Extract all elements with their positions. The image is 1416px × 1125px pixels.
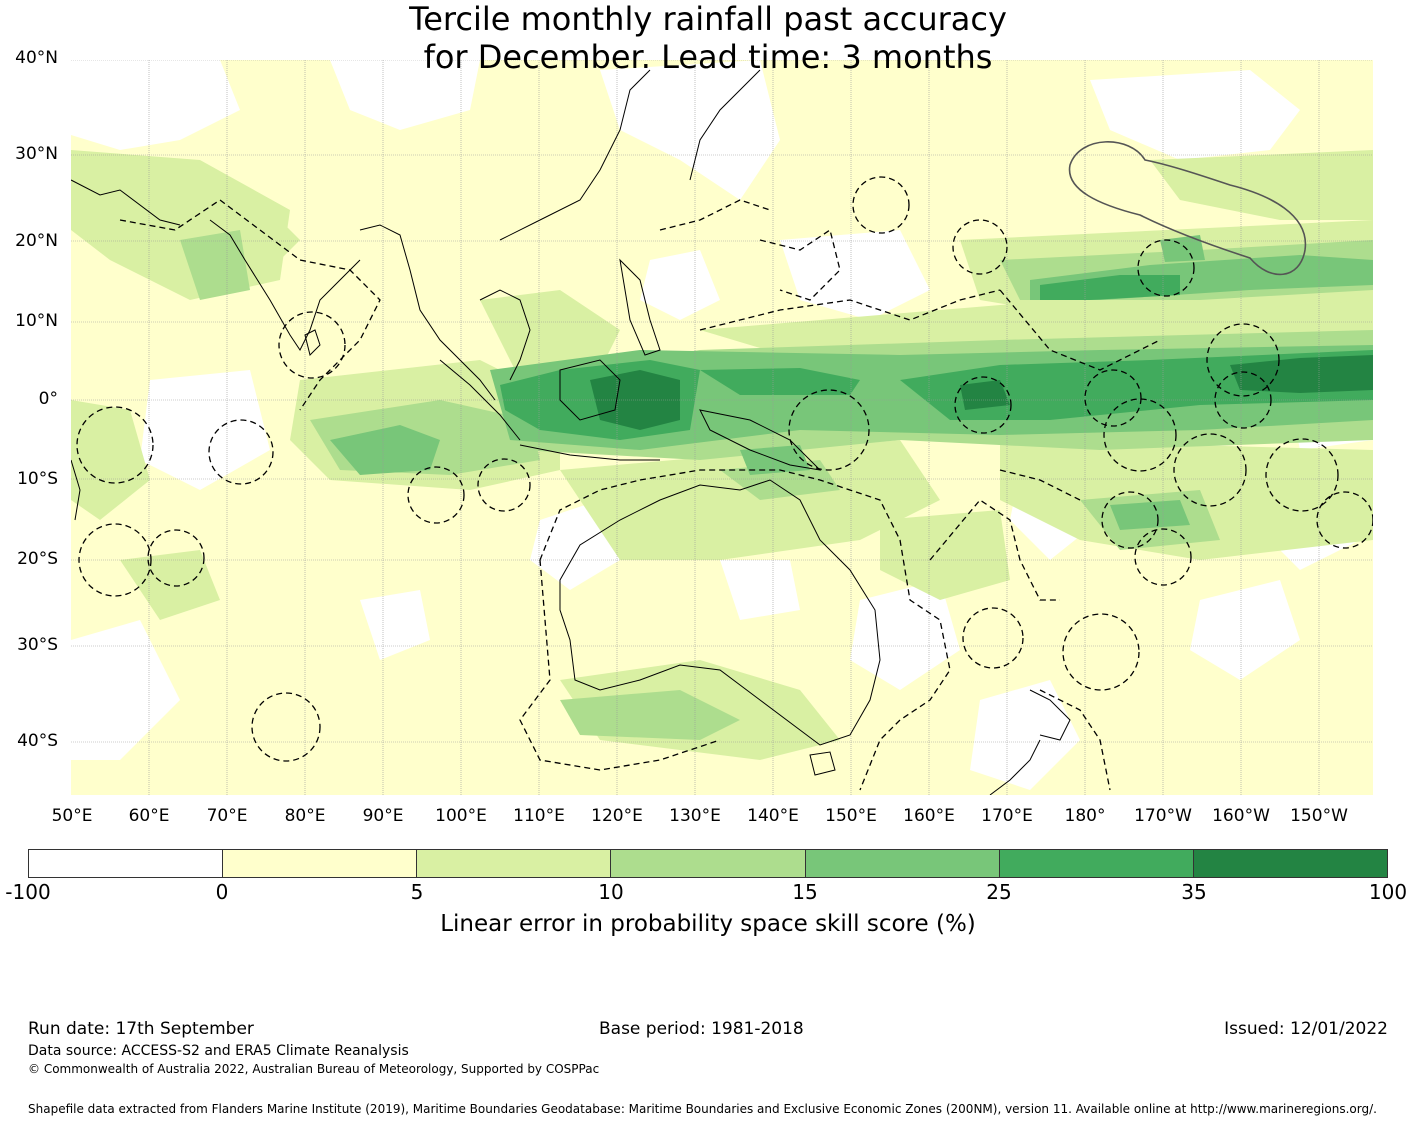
coast-arabia	[71, 179, 181, 226]
colorbar-segment	[29, 850, 224, 877]
lon-label-160e: 160°E	[903, 806, 955, 826]
lon-label-160w: 160°W	[1212, 806, 1270, 826]
graticule	[71, 60, 1373, 795]
coast-new-zealand-north	[1029, 689, 1071, 741]
lat-label-30s: 30°S	[17, 635, 58, 655]
colorbar-segment	[611, 850, 806, 877]
colorbar-tick-label: 35	[1181, 880, 1207, 904]
colorbar-tick-label: 0	[215, 880, 229, 904]
data-source: Data source: ACCESS-S2 and ERA5 Climate …	[28, 1043, 409, 1059]
eez-boundaries	[76, 176, 1373, 791]
colorbar-tick-label: 15	[792, 880, 818, 904]
lat-label-10n: 10°N	[15, 311, 58, 331]
lon-label-110e: 110°E	[513, 806, 565, 826]
lon-label-80e: 80°E	[284, 806, 326, 826]
coast-borneo	[559, 359, 621, 421]
map-title: Tercile monthly rainfall past accuracy f…	[0, 0, 1416, 76]
colorbar-segment	[1193, 850, 1387, 877]
title-line-2: for December. Lead time: 3 months	[423, 38, 993, 76]
colorbar-tick-label: 10	[598, 880, 624, 904]
lon-label-130e: 130°E	[669, 806, 721, 826]
lat-label-0: 0°	[38, 389, 58, 409]
coast-india	[209, 219, 361, 351]
hawaii-eez-outline	[1068, 141, 1307, 276]
coast-new-zealand-south	[989, 739, 1041, 795]
coast-sri-lanka	[304, 329, 321, 356]
colorbar	[28, 849, 1388, 878]
shapefile-credit: Shapefile data extracted from Flanders M…	[28, 1102, 1377, 1116]
colorbar-segment	[999, 850, 1194, 877]
lon-label-150w: 150°W	[1290, 806, 1348, 826]
lon-label-180: 180°	[1064, 806, 1106, 826]
coast-philippines	[619, 258, 661, 356]
lat-label-40n: 40°N	[15, 48, 58, 68]
colorbar-segment	[223, 850, 418, 877]
coast-indochina	[479, 289, 531, 381]
colorbar-segment	[417, 850, 612, 877]
copyright: © Commonwealth of Australia 2022, Austra…	[28, 1062, 600, 1076]
coast-sumatra	[439, 359, 521, 441]
base-period: Base period: 1981-2018	[599, 1019, 804, 1039]
colorbar-segment	[805, 850, 1000, 877]
coast-new-guinea	[699, 409, 822, 471]
lon-label-120e: 120°E	[591, 806, 643, 826]
lon-label-90e: 90°E	[362, 806, 404, 826]
run-date: Run date: 17th September	[28, 1019, 254, 1039]
colorbar-tick-label: 5	[410, 880, 424, 904]
lon-label-100e: 100°E	[435, 806, 487, 826]
lat-label-40s: 40°S	[17, 731, 58, 751]
issued-date: Issued: 12/01/2022	[1224, 1019, 1388, 1039]
map-canvas	[71, 60, 1373, 795]
lat-label-10s: 10°S	[17, 469, 58, 489]
lat-label-20s: 20°S	[17, 549, 58, 569]
title-line-1: Tercile monthly rainfall past accuracy	[409, 0, 1007, 38]
lon-label-70e: 70°E	[206, 806, 248, 826]
lat-label-20n: 20°N	[15, 231, 58, 251]
skill-map: Tercile monthly rainfall past accuracy f…	[0, 0, 1416, 826]
lon-label-170e: 170°E	[981, 806, 1033, 826]
coastlines	[71, 69, 1071, 795]
lon-label-140e: 140°E	[747, 806, 799, 826]
lat-label-30n: 30°N	[15, 144, 58, 164]
coast-africa	[71, 459, 81, 521]
lon-label-170w: 170°W	[1134, 806, 1192, 826]
colorbar-tick-label: 100	[1368, 880, 1408, 904]
coast-china	[499, 69, 651, 241]
colorbar-tick-label: -100	[5, 880, 51, 904]
coast-tasmania	[809, 751, 836, 776]
lon-label-50e: 50°E	[51, 806, 93, 826]
coast-java	[519, 444, 660, 461]
lon-label-60e: 60°E	[128, 806, 170, 826]
coast-australia	[559, 479, 881, 746]
colorbar-title: Linear error in probability space skill …	[440, 911, 976, 937]
coast-bay-of-bengal	[359, 224, 496, 401]
lon-label-150e: 150°E	[825, 806, 877, 826]
colorbar-tick-label: 25	[986, 880, 1012, 904]
coast-japan	[689, 69, 761, 181]
